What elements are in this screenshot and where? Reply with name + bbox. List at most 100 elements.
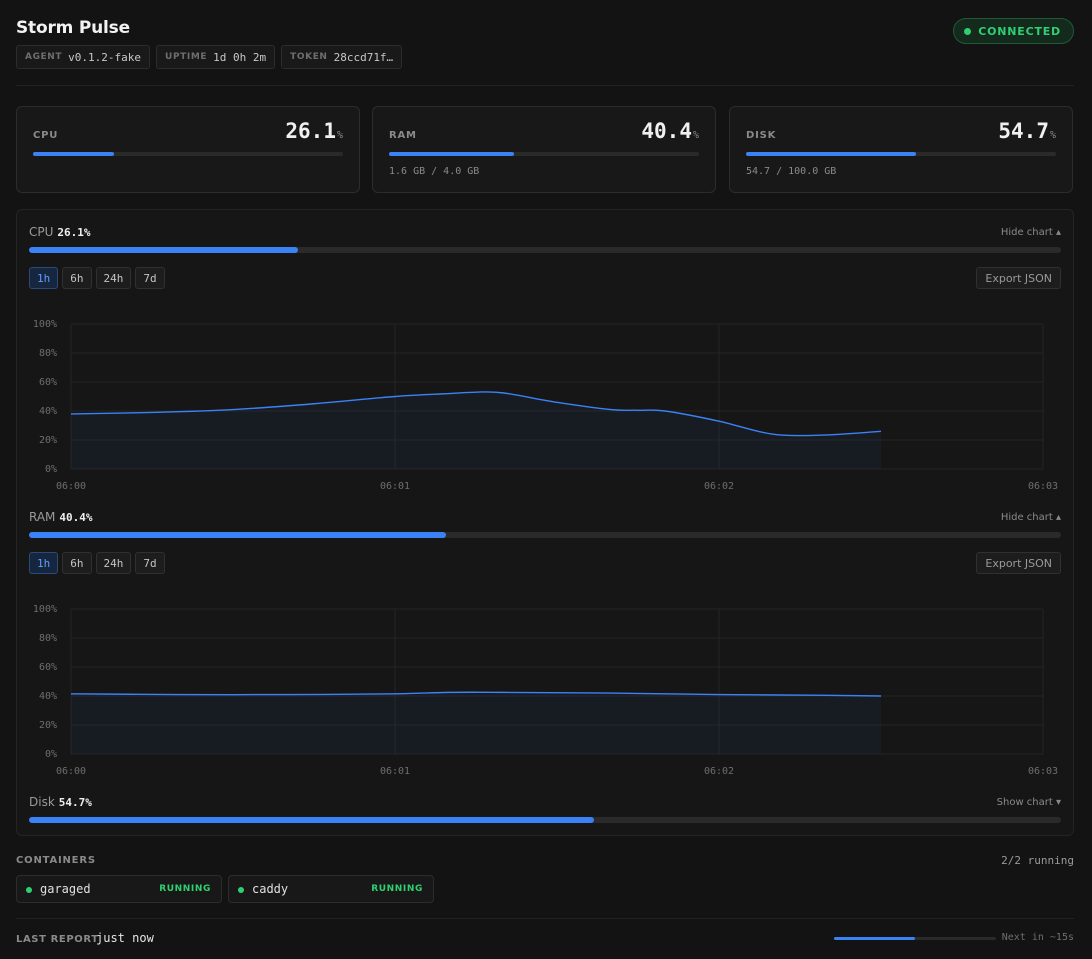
info-chips: AGENT v0.1.2-fake UPTIME 1d 0h 2m TOKEN … (16, 45, 403, 69)
chip-key: TOKEN (290, 52, 328, 62)
card-value: 54.7% (998, 119, 1056, 143)
app-title: Storm Pulse (16, 18, 130, 38)
last-report-value: just now (96, 931, 154, 945)
metric-value: 54.7% (58, 796, 92, 809)
metric-header: RAM 40.4% Hide chart ▴ (29, 510, 1061, 528)
container-item[interactable]: caddy RUNNING (228, 875, 434, 903)
metric-header: Disk 54.7% Show chart ▾ (29, 795, 1061, 813)
next-report-progress-fill (834, 937, 915, 940)
usage-bar (389, 152, 699, 156)
hide-chart-toggle[interactable]: Hide chart ▴ (1000, 227, 1061, 238)
disk-card: DISK 54.7% 54.7 / 100.0 GB (729, 106, 1073, 193)
x-tick-label: 06:03 (1028, 481, 1058, 492)
metric-name: RAM 40.4% (29, 510, 93, 524)
metric-bar-fill (29, 532, 446, 538)
card-value: 26.1% (285, 119, 343, 143)
x-tick-label: 06:02 (704, 766, 734, 777)
chip-key: UPTIME (165, 52, 208, 62)
y-tick-label: 20% (39, 720, 57, 731)
usage-bar-fill (389, 152, 515, 156)
range-7d-button[interactable]: 7d (135, 552, 165, 574)
range-7d-button[interactable]: 7d (135, 267, 165, 289)
cpu-card: CPU 26.1% (16, 106, 360, 193)
y-tick-label: 100% (33, 604, 57, 615)
last-report-label: LAST REPORT (16, 934, 99, 945)
metrics-panel: CPU 26.1% Hide chart ▴ 1h 6h 24h 7d Expor… (16, 209, 1074, 836)
status-dot-icon (26, 887, 32, 893)
show-chart-toggle[interactable]: Show chart ▾ (996, 797, 1061, 808)
connection-status-label: CONNECTED (978, 24, 1061, 38)
containers-title: CONTAINERS (16, 855, 96, 866)
y-tick-label: 20% (39, 435, 57, 446)
series-area (71, 391, 881, 469)
container-status: RUNNING (159, 884, 211, 894)
card-sub: 1.6 GB / 4.0 GB (389, 166, 480, 177)
y-tick-label: 0% (45, 464, 57, 475)
next-report-countdown: Next in ~15s (1001, 932, 1074, 943)
card-sub: 54.7 / 100.0 GB (746, 166, 837, 177)
divider (16, 85, 1074, 86)
x-tick-label: 06:02 (704, 481, 734, 492)
y-tick-label: 60% (39, 662, 57, 673)
ram-card: RAM 40.4% 1.6 GB / 4.0 GB (372, 106, 716, 193)
usage-bar-fill (33, 152, 114, 156)
container-status: RUNNING (371, 884, 423, 894)
x-tick-label: 06:01 (380, 766, 410, 777)
hide-chart-toggle[interactable]: Hide chart ▴ (1000, 512, 1061, 523)
status-dot-icon (238, 887, 244, 893)
cpu-metric-section: CPU 26.1% Hide chart ▴ 1h 6h 24h 7d Expor… (29, 225, 1061, 495)
usage-bar (746, 152, 1056, 156)
metric-bar (29, 817, 1061, 823)
y-tick-label: 80% (39, 348, 57, 359)
y-tick-label: 100% (33, 319, 57, 330)
range-selector: 1h 6h 24h 7d (29, 267, 165, 289)
agent-chip: AGENT v0.1.2-fake (16, 45, 151, 69)
container-name: caddy (252, 882, 289, 896)
ram-chart: 0% 20% 40% 60% 80% 100% 06:00 06:01 06:02 06:03 (33, 604, 1058, 777)
containers-count: 2/2 running (1001, 854, 1074, 867)
metric-name: CPU 26.1% (29, 225, 91, 239)
chip-value: v0.1.2-fake (68, 50, 142, 64)
range-1h-button[interactable]: 1h (29, 267, 59, 289)
card-label: CPU (33, 130, 59, 141)
card-value: 40.4% (641, 119, 699, 143)
metric-bar (29, 247, 1061, 253)
chip-key: AGENT (25, 52, 63, 62)
y-tick-label: 0% (45, 749, 57, 760)
metric-bar (29, 532, 1061, 538)
range-6h-button[interactable]: 6h (62, 552, 92, 574)
cpu-chart: 0% 20% 40% 60% 80% 100% 06:00 06:01 06:02 06:03 (33, 319, 1058, 492)
containers-list: garaged RUNNING caddy RUNNING (16, 875, 434, 903)
export-json-button[interactable]: Export JSON (976, 552, 1061, 574)
card-label: DISK (746, 130, 777, 141)
range-24h-button[interactable]: 24h (95, 552, 132, 574)
series-line (70, 391, 882, 437)
series-area (71, 692, 881, 754)
token-chip[interactable]: TOKEN 28ccd71f… (281, 45, 403, 69)
x-tick-label: 06:03 (1028, 766, 1058, 777)
container-item[interactable]: garaged RUNNING (16, 875, 222, 903)
export-json-button[interactable]: Export JSON (976, 267, 1061, 289)
range-6h-button[interactable]: 6h (62, 267, 92, 289)
ram-metric-section: RAM 40.4% Hide chart ▴ 1h 6h 24h 7d Expor… (29, 510, 1061, 780)
y-tick-label: 60% (39, 377, 57, 388)
x-tick-label: 06:00 (56, 481, 86, 492)
uptime-chip: UPTIME 1d 0h 2m (156, 45, 276, 69)
range-1h-button[interactable]: 1h (29, 552, 59, 574)
disk-metric-section: Disk 54.7% Show chart ▾ (29, 795, 1061, 827)
y-tick-label: 80% (39, 633, 57, 644)
range-24h-button[interactable]: 24h (95, 267, 132, 289)
divider (16, 918, 1074, 919)
usage-bar-fill (746, 152, 916, 156)
series-line (70, 691, 882, 697)
range-selector: 1h 6h 24h 7d (29, 552, 165, 574)
usage-bar (33, 152, 343, 156)
container-name: garaged (40, 882, 91, 896)
next-report-progress (834, 937, 996, 940)
status-dot-icon (964, 27, 972, 35)
card-label: RAM (389, 130, 417, 141)
y-tick-label: 40% (39, 691, 57, 702)
connection-status-badge: CONNECTED (953, 18, 1074, 44)
metric-bar-fill (29, 247, 299, 253)
chip-value: 28ccd71f… (333, 50, 394, 64)
